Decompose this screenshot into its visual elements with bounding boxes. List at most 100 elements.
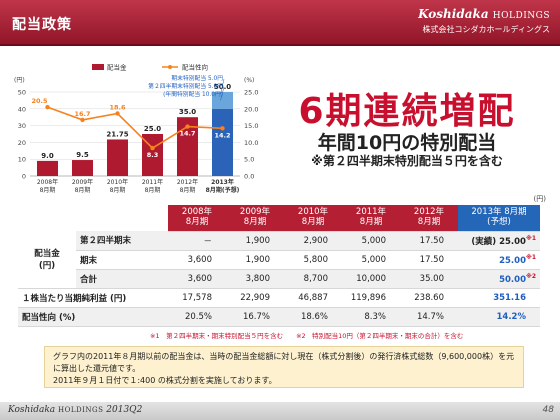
forecast-value: (実績) 25.00 <box>471 236 526 247</box>
right-tick-label: 5.0 <box>244 156 254 164</box>
right-tick-label: 10.0 <box>244 139 258 147</box>
forecast-cell: 50.00※2 <box>458 269 540 289</box>
bar-special-segment <box>212 92 233 109</box>
cell: 3,800 <box>226 269 284 289</box>
annotation-leader <box>220 78 225 95</box>
bar-value-label: 25.0 <box>144 125 161 133</box>
table-row: 期末 3,600 1,900 5,800 5,000 17.50 25.00※1 <box>18 250 540 270</box>
table-header-2: 2010年 8月期 <box>284 205 342 232</box>
right-tick-label: 25.0 <box>244 89 258 97</box>
cell: 1,900 <box>226 231 284 251</box>
cell: 17.50 <box>400 231 458 251</box>
left-tick-label: 0 <box>22 173 26 181</box>
legend-swatch-bar <box>92 64 104 70</box>
legend-swatch-marker <box>168 65 172 69</box>
category-label: 8月期(予想) <box>206 186 240 194</box>
cell: 35.00 <box>400 269 458 289</box>
bar <box>37 160 58 176</box>
annotation-leader <box>220 86 225 101</box>
headline-main: 6期連続増配 <box>298 91 516 132</box>
header-bar: 配当政策 Koshidaka HOLDINGS 株式会社コシダカホールディングス <box>0 0 560 46</box>
category-label: 2011年 <box>142 178 163 186</box>
cell: 46,887 <box>284 288 342 308</box>
right-tick-label: 15.0 <box>244 122 258 130</box>
note-box: グラフ内の2011年８月期以前の配当金は、当時の配当金総額に対し現在（株式分割後… <box>44 346 524 388</box>
brand-suffix: HOLDINGS <box>492 11 550 21</box>
forecast-value: 25.00 <box>499 255 526 266</box>
annotation-line: (年間特別配当 10.0円) <box>163 90 223 98</box>
table-header-1: 2009年 8月期 <box>226 205 284 232</box>
table-footnote: ※1 第２四半期末・期末特別配当５円を含む ※2 特別配当10円（第２四半期末・… <box>150 332 464 340</box>
page-number: 48 <box>542 405 554 415</box>
forecast-cell: 25.00※1 <box>458 250 540 270</box>
category-label: 8月期 <box>110 186 126 194</box>
payout-value-label: 14.7 <box>179 130 195 138</box>
payout-value-label: 8.3 <box>147 151 159 159</box>
bar-value-label: 35.0 <box>179 108 196 116</box>
cell: 18.6% <box>284 307 342 327</box>
cell: 20.5% <box>168 307 226 327</box>
category-label: 2013年 <box>211 178 234 186</box>
footnote-mark: ※2 <box>525 272 536 280</box>
cell: 17,578 <box>168 288 226 308</box>
forecast-cell: (実績) 25.00※1 <box>458 231 540 251</box>
company-name: 株式会社コシダカホールディングス <box>422 25 550 34</box>
cell: 17.50 <box>400 250 458 270</box>
headline-sub: 年間10円の特別配当 <box>317 132 497 154</box>
cell: 3,600 <box>168 269 226 289</box>
company-brand: Koshidaka HOLDINGS 株式会社コシダカホールディングス <box>418 7 550 35</box>
cell: 8,700 <box>284 269 342 289</box>
cell: 10,000 <box>342 269 400 289</box>
dividend-group-label: 配当金 (円) <box>18 231 76 289</box>
brand-logo: Koshidaka HOLDINGS <box>418 7 550 21</box>
footer-bar: Koshidaka HOLDINGS 2013Q2 48 <box>0 402 560 420</box>
payout-point <box>150 145 155 151</box>
cell: 14.7% <box>400 307 458 327</box>
row-label: 配当性向 (%) <box>18 307 168 327</box>
table-row: 合計 3,600 3,800 8,700 10,000 35.00 50.00※… <box>18 269 540 289</box>
annotation-line: 第２四半期末特別配当 5.0円 <box>148 82 223 90</box>
payout-point <box>115 111 120 116</box>
cell: 8.3% <box>342 307 400 327</box>
category-label: 8月期 <box>180 186 196 194</box>
table-header-forecast: 2013年 8月期 (予想) <box>458 205 540 232</box>
category-label: 2009年 <box>72 178 93 186</box>
table-row: 配当金 (円) 第２四半期末 － 1,900 2,900 5,000 17.50… <box>18 231 540 289</box>
cell: 5,000 <box>342 250 400 270</box>
category-label: 2010年 <box>107 178 128 186</box>
row-label: 合計 <box>76 269 168 289</box>
footnote-mark: ※1 <box>525 253 536 261</box>
brand-name: Koshidaka <box>418 7 489 21</box>
bar <box>107 139 128 176</box>
legend-label-line: 配当性向 <box>182 63 208 72</box>
category-label: 8月期 <box>145 186 161 194</box>
forecast-value: 50.00 <box>499 274 526 285</box>
headline-note: ※第２四半期末特別配当５円を含む <box>311 154 503 168</box>
category-label: 8月期 <box>75 186 91 194</box>
bar-value-label: 50.0 <box>214 83 231 91</box>
table-header-4: 2012年 8月期 <box>400 205 458 232</box>
legend-label-bar: 配当金 <box>107 63 127 72</box>
payout-point <box>45 104 50 110</box>
page-title: 配当政策 <box>12 17 72 33</box>
dividend-table: 2008年 8月期 2009年 8月期 2010年 8月期 2011年 8月期 … <box>18 205 540 327</box>
note-line: 2011年９月１日付で１:400 の株式分割を実施しております。 <box>53 376 277 385</box>
payout-line <box>47 106 223 150</box>
bar-value-label: 9.5 <box>76 151 89 159</box>
footer-brand-name: Koshidaka <box>8 405 56 415</box>
footer-brand-suffix: HOLDINGS <box>58 406 104 414</box>
payout-value-label: 16.7 <box>74 110 90 118</box>
table-unit: (円) <box>533 195 546 203</box>
table-header-0: 2008年 8月期 <box>168 205 226 232</box>
payout-value-label: 20.5 <box>31 97 48 105</box>
row-label: 第２四半期末 <box>76 231 168 251</box>
left-tick-label: 10 <box>18 156 26 164</box>
payout-point <box>185 124 190 129</box>
bar-value-label: 9.0 <box>41 152 54 160</box>
cell: 22,909 <box>226 288 284 308</box>
dividend-chart: 0 10 20 30 40 50 0.0 5.0 10.0 15.0 20.0 25.0 (円) (%) 配… <box>14 63 258 195</box>
bar <box>177 117 198 176</box>
cell: 2,900 <box>284 231 342 251</box>
cell: 5,800 <box>284 250 342 270</box>
left-tick-label: 30 <box>18 122 26 130</box>
